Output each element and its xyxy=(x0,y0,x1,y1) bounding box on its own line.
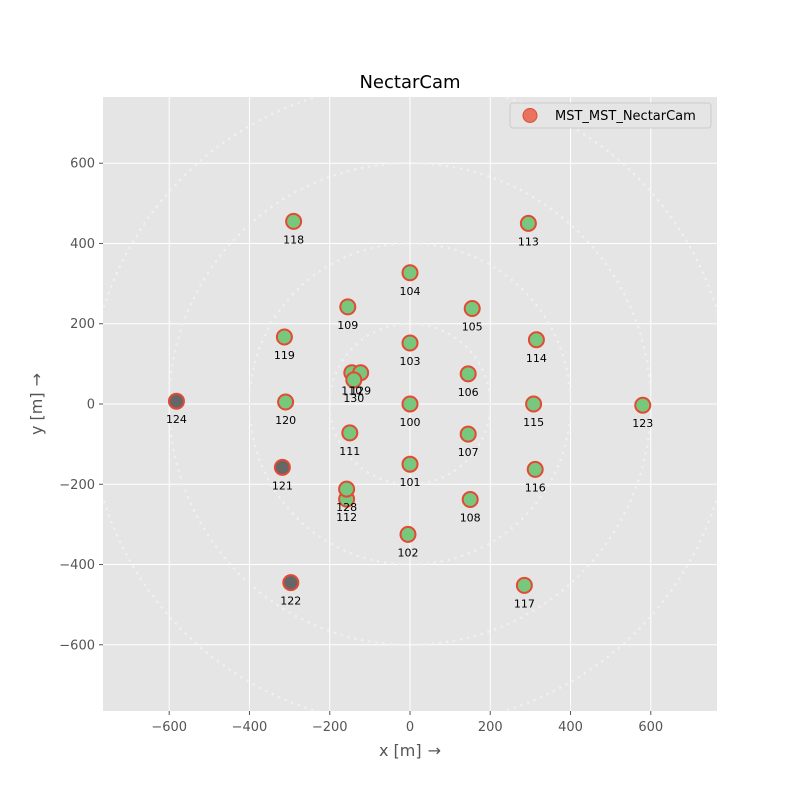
telescope-label-110: 110 xyxy=(341,385,362,398)
x-tick-label: 400 xyxy=(558,720,583,735)
telescope-label-104: 104 xyxy=(400,285,421,298)
x-tick-label: −400 xyxy=(232,720,268,735)
telescope-label-118: 118 xyxy=(283,233,304,246)
telescope-point-100 xyxy=(401,395,419,413)
legend-label: MST_MST_NectarCam xyxy=(555,109,696,124)
telescope-label-129: 129 xyxy=(350,385,371,398)
telescope-label-108: 108 xyxy=(460,512,481,525)
telescope-point-108 xyxy=(461,491,479,509)
y-tick-label: 0 xyxy=(87,398,95,413)
telescope-point-120 xyxy=(277,393,295,411)
telescope-point-121 xyxy=(273,458,291,476)
reference-circle xyxy=(328,322,492,486)
x-tick-label: 0 xyxy=(406,720,414,735)
x-axis-arrow: → xyxy=(428,741,441,760)
telescope-label-100: 100 xyxy=(400,416,421,429)
telescope-label-107: 107 xyxy=(458,446,479,459)
telescope-label-112: 112 xyxy=(336,511,357,524)
x-tick-label: 200 xyxy=(478,720,503,735)
telescope-labels: 1001011021031041051061071081091101111121… xyxy=(166,233,653,610)
x-tick-label: −200 xyxy=(312,720,348,735)
telescope-point-117 xyxy=(515,576,533,594)
x-tick-label: −600 xyxy=(151,720,187,735)
telescope-point-119 xyxy=(275,328,293,346)
y-axis-ticks: −600 −400 −200 0 200 400 600 xyxy=(59,157,103,653)
telescope-point-116 xyxy=(526,460,544,478)
y-axis-arrow: → xyxy=(27,373,46,386)
telescope-label-105: 105 xyxy=(462,320,483,333)
telescope-label-114: 114 xyxy=(526,352,547,365)
telescope-label-115: 115 xyxy=(523,416,544,429)
telescope-point-123 xyxy=(634,396,652,414)
telescope-label-117: 117 xyxy=(514,597,535,610)
telescope-point-105 xyxy=(463,299,481,317)
telescope-point-114 xyxy=(527,331,545,349)
telescope-point-130 xyxy=(345,371,363,389)
y-tick-label: 600 xyxy=(70,157,95,172)
telescope-point-106 xyxy=(459,365,477,383)
telescope-label-119: 119 xyxy=(274,349,295,362)
reference-circle xyxy=(248,242,572,566)
telescope-point-102 xyxy=(399,525,417,543)
telescope-point-113 xyxy=(519,214,537,232)
telescope-label-124: 124 xyxy=(166,413,187,426)
telescope-label-130: 130 xyxy=(343,392,364,405)
telescope-label-111: 111 xyxy=(339,445,360,458)
telescope-point-115 xyxy=(525,395,543,413)
y-tick-label: −600 xyxy=(59,638,95,653)
telescope-label-109: 109 xyxy=(337,319,358,332)
telescope-point-104 xyxy=(401,264,419,282)
telescope-label-121: 121 xyxy=(272,479,293,492)
telescope-label-123: 123 xyxy=(632,417,653,430)
telescope-label-122: 122 xyxy=(280,595,301,608)
chart-title: NectarCam xyxy=(359,72,460,93)
telescope-label-120: 120 xyxy=(275,414,296,427)
telescope-point-128 xyxy=(338,480,356,498)
y-tick-label: 400 xyxy=(70,237,95,252)
telescope-point-118 xyxy=(285,212,303,230)
x-axis-ticks: −600 −400 −200 0 200 400 600 xyxy=(151,711,663,735)
telescope-point-109 xyxy=(339,298,357,316)
telescope-label-113: 113 xyxy=(518,235,539,248)
y-tick-label: −200 xyxy=(59,478,95,493)
legend-marker xyxy=(522,108,538,123)
y-tick-label: −400 xyxy=(59,558,95,573)
telescope-point-103 xyxy=(401,334,419,352)
telescope-label-116: 116 xyxy=(525,481,546,494)
telescope-point-124 xyxy=(167,392,185,410)
y-axis-label: y [m] → xyxy=(27,373,46,435)
x-tick-label: 600 xyxy=(638,720,663,735)
legend-box xyxy=(509,102,712,129)
y-axis-label-text: y [m] xyxy=(27,392,46,435)
telescope-label-101: 101 xyxy=(400,476,421,489)
x-axis-label: x [m] → xyxy=(379,741,441,760)
telescope-label-128: 128 xyxy=(336,501,357,514)
telescope-label-106: 106 xyxy=(458,386,479,399)
telescope-label-102: 102 xyxy=(397,546,418,559)
telescope-points xyxy=(167,212,652,594)
x-axis-label-text: x [m] xyxy=(379,741,422,760)
telescope-point-101 xyxy=(401,455,419,473)
telescope-point-122 xyxy=(282,574,300,592)
telescope-label-103: 103 xyxy=(400,355,421,368)
legend: MST_MST_NectarCam xyxy=(509,102,712,129)
y-tick-label: 200 xyxy=(70,317,95,332)
telescope-point-107 xyxy=(459,425,477,443)
telescope-point-111 xyxy=(341,424,359,442)
